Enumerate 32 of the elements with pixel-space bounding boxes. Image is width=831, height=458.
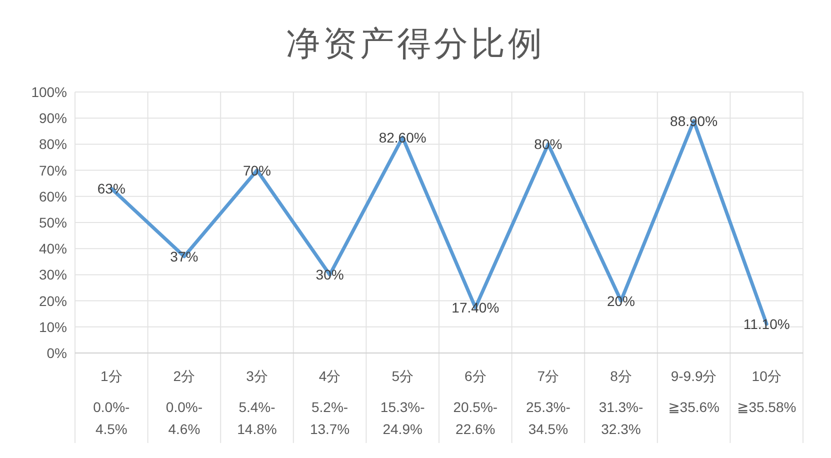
data-label: 17.40%: [452, 300, 500, 316]
y-tick-label: 30%: [38, 266, 67, 283]
data-label: 82.60%: [378, 129, 426, 146]
y-tick-label: 0%: [46, 345, 67, 361]
x-tick-label: 5分 15.3%- 24.9%: [380, 368, 426, 437]
y-tick-label: 40%: [38, 240, 67, 257]
y-tick-label: 50%: [38, 214, 67, 230]
y-tick-label: 20%: [38, 292, 67, 309]
x-tick-label: 3分 5.4%- 14.8%: [237, 368, 277, 437]
y-tick-label: 10%: [38, 318, 67, 335]
y-tick-label: 90%: [38, 110, 67, 126]
data-label: 63%: [97, 180, 126, 197]
x-tick-label: 7分 25.3%- 34.5%: [526, 368, 571, 437]
chart-title: 净资产得分比例: [286, 25, 545, 63]
data-label: 20%: [606, 292, 636, 309]
x-tick-label: 8分 31.3%- 32.3%: [598, 368, 644, 437]
y-tick-label: 60%: [38, 188, 67, 204]
data-label: 80%: [534, 136, 562, 152]
data-label: 70%: [242, 162, 272, 178]
x-tick-label: 9-9.9分 ≧35.6%: [668, 368, 720, 415]
x-tick-label: 6分 20.5%- 22.6%: [453, 368, 498, 437]
data-label: 37%: [170, 248, 198, 264]
x-tick-label: 1分 0.0%- 4.5%: [93, 368, 130, 437]
y-tick-label: 80%: [38, 136, 67, 152]
data-label: 30%: [316, 266, 344, 283]
y-tick-label: 70%: [38, 162, 67, 178]
data-label: 11.10%: [743, 316, 790, 332]
y-tick-label: 100%: [31, 84, 67, 100]
x-tick-label: 10分 ≧35.58%: [736, 368, 796, 415]
data-label: 88.90%: [670, 112, 718, 129]
x-tick-label: 2分 0.0%- 4.6%: [166, 368, 203, 437]
x-tick-label: 4分 5.2%- 13.7%: [310, 368, 350, 437]
